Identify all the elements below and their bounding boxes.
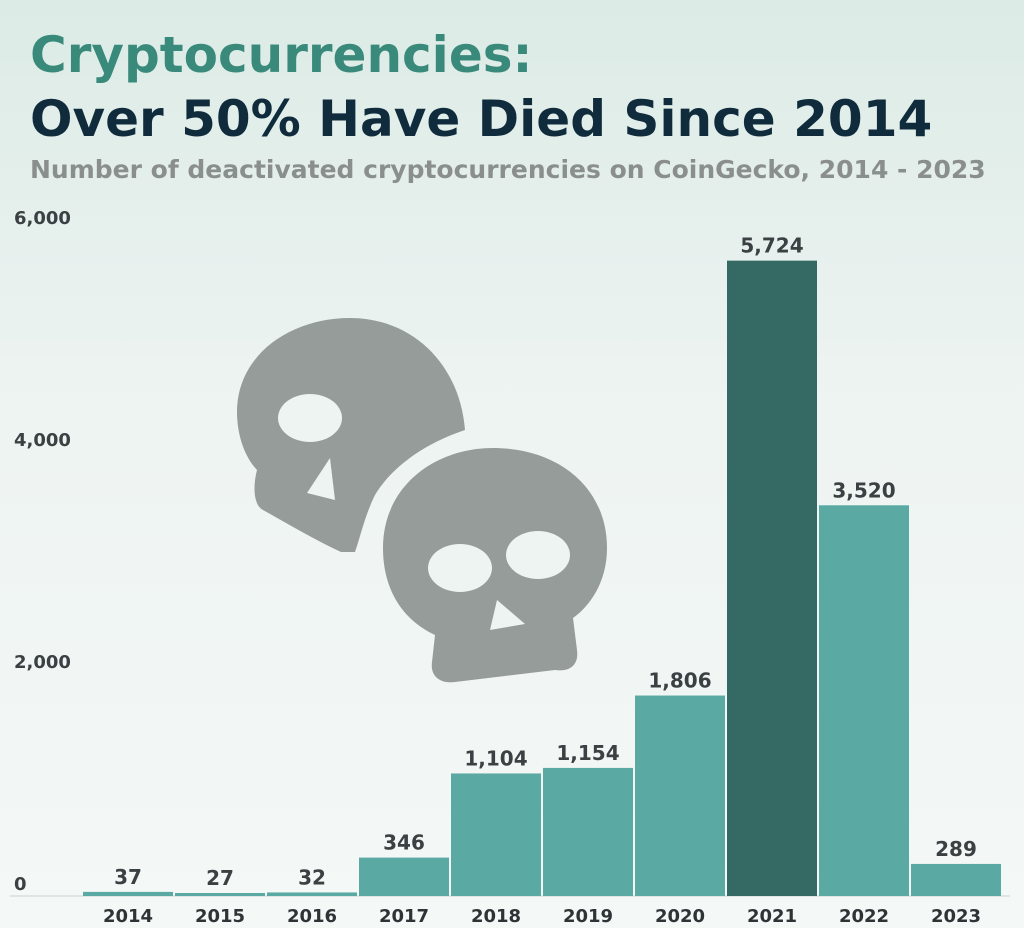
y-tick-label: 2,000 bbox=[14, 652, 71, 673]
x-tick-label-2016: 2016 bbox=[287, 906, 337, 927]
data-label-2016: 32 bbox=[298, 865, 326, 889]
bar-2016 bbox=[267, 892, 357, 896]
data-label-2017: 346 bbox=[383, 831, 425, 855]
bar-2019 bbox=[543, 767, 633, 896]
y-tick-label: 0 bbox=[14, 874, 27, 895]
x-tick-label-2021: 2021 bbox=[747, 906, 797, 927]
x-tick-label-2019: 2019 bbox=[563, 906, 613, 927]
bars: 37 27 32 346 1,104 1,154 1,806 5,724 3,520 289 bbox=[83, 234, 1001, 896]
y-axis: 0 2,000 4,000 6,000 bbox=[14, 208, 71, 895]
data-label-2015: 27 bbox=[206, 866, 234, 890]
x-tick-label-2022: 2022 bbox=[839, 906, 889, 927]
data-label-2014: 37 bbox=[114, 865, 142, 889]
x-tick-label-2014: 2014 bbox=[103, 906, 153, 927]
data-label-2018: 1,104 bbox=[464, 746, 527, 770]
bar-2021 bbox=[727, 260, 817, 896]
bar-2014 bbox=[83, 891, 173, 896]
chart-subtitle: Number of deactivated cryptocurrencies o… bbox=[30, 155, 986, 184]
x-tick-label-2018: 2018 bbox=[471, 906, 521, 927]
data-label-2021: 5,724 bbox=[740, 234, 803, 258]
bar-2023 bbox=[911, 863, 1001, 896]
data-label-2022: 3,520 bbox=[832, 478, 895, 502]
y-tick-label: 6,000 bbox=[14, 208, 71, 229]
x-tick-label-2017: 2017 bbox=[379, 906, 429, 927]
bar-2022 bbox=[819, 505, 909, 896]
skull-illustration bbox=[237, 318, 607, 683]
skull-icon bbox=[237, 318, 465, 552]
x-axis: 2014 2015 2016 2017 2018 2019 2020 2021 2022 2023 bbox=[103, 906, 981, 927]
data-label-2020: 1,806 bbox=[648, 669, 711, 693]
data-label-2023: 289 bbox=[935, 837, 977, 861]
bar-2020 bbox=[635, 695, 725, 896]
chart-title-line-1: Cryptocurrencies: bbox=[30, 26, 533, 84]
x-tick-label-2023: 2023 bbox=[931, 906, 981, 927]
skull-icon bbox=[383, 448, 607, 683]
chart-title-line-2: Over 50% Have Died Since 2014 bbox=[30, 90, 933, 148]
x-tick-label-2015: 2015 bbox=[195, 906, 245, 927]
y-tick-label: 4,000 bbox=[14, 430, 71, 451]
bar-2018 bbox=[451, 773, 541, 896]
x-tick-label-2020: 2020 bbox=[655, 906, 705, 927]
bar-2017 bbox=[359, 857, 449, 896]
data-label-2019: 1,154 bbox=[556, 741, 619, 765]
bar-2015 bbox=[175, 893, 265, 896]
